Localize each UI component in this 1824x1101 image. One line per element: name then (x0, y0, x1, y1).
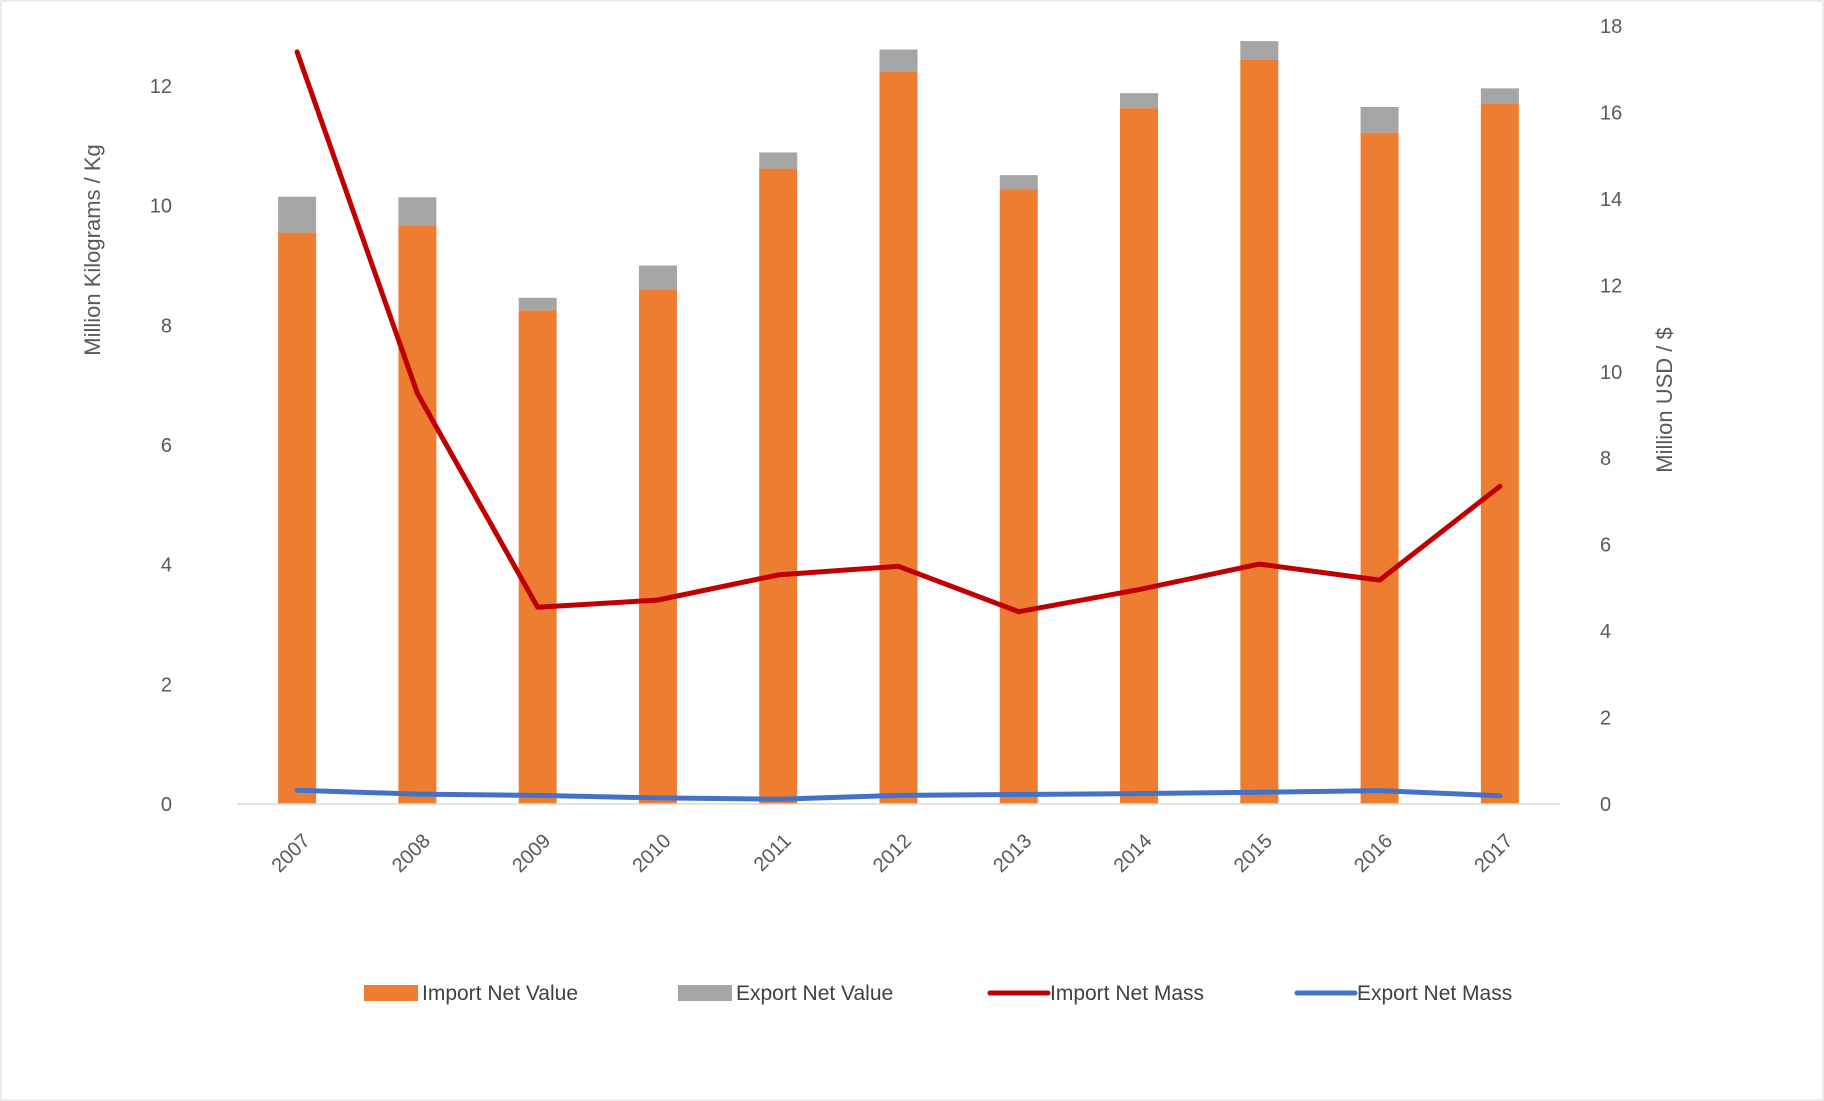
import-net-value-bar-2008 (398, 225, 437, 804)
export-net-value-bar-2017 (1480, 88, 1519, 104)
export-net-value-bar-2012 (879, 49, 918, 72)
left-tick-label: 8 (161, 315, 172, 337)
right-axis-title: Million USD / $ (1652, 327, 1677, 472)
bars-layer (278, 41, 1519, 805)
import-net-value-bar-2017 (1480, 103, 1519, 804)
import-net-value-bar-2010 (638, 290, 677, 804)
import-net-value-bar-2011 (759, 168, 798, 804)
import-net-value-bar-2016 (1360, 132, 1399, 805)
left-axis-ticks: 0 2 4 6 8 10 12 (150, 76, 172, 816)
import-net-value-bar-2015 (1240, 59, 1279, 804)
legend-swatch (364, 985, 418, 1001)
import-net-value-bar-2007 (278, 232, 317, 804)
left-tick-label: 6 (161, 435, 172, 457)
import-net-mass-line (294, 49, 1503, 615)
left-tick-label: 12 (150, 76, 172, 98)
legend-label: Import Net Value (422, 982, 578, 1005)
right-tick-label: 8 (1600, 448, 1611, 470)
right-tick-label: 2 (1600, 708, 1611, 730)
right-axis-ticks: 0 2 4 6 8 10 12 14 16 18 (1600, 16, 1622, 816)
right-tick-label: 0 (1600, 794, 1611, 816)
import-net-value-bar-2013 (999, 189, 1038, 805)
legend: Import Net Value Export Net Value Import N… (364, 982, 1512, 1005)
export-net-value-bar-2009 (518, 297, 557, 311)
right-tick-label: 10 (1600, 362, 1622, 384)
export-net-value-bar-2010 (638, 265, 677, 291)
export-net-value-bar-2013 (999, 175, 1038, 190)
import-net-value-bar-2012 (879, 71, 918, 804)
left-tick-label: 4 (161, 555, 172, 577)
legend-label: Export Net Mass (1357, 982, 1512, 1005)
left-tick-label: 2 (161, 674, 172, 696)
lines-layer (294, 49, 1503, 802)
right-tick-label: 12 (1600, 275, 1622, 297)
export-net-value-bar-2011 (759, 152, 798, 169)
import-net-value-bar-2014 (1120, 108, 1159, 805)
export-net-value-bar-2007 (278, 196, 317, 233)
left-tick-label: 0 (161, 794, 172, 816)
export-net-value-bar-2008 (398, 197, 437, 226)
export-net-value-bar-2015 (1240, 41, 1279, 60)
import-net-value-bar-2009 (518, 310, 557, 804)
legend-label: Import Net Mass (1050, 982, 1204, 1005)
right-tick-label: 4 (1600, 621, 1611, 643)
legend-label: Export Net Value (736, 982, 893, 1005)
export-net-mass-line (294, 787, 1503, 802)
export-net-value-bar-2014 (1120, 93, 1159, 109)
right-tick-label: 18 (1600, 16, 1622, 38)
right-tick-label: 6 (1600, 535, 1611, 557)
right-tick-label: 14 (1600, 189, 1622, 211)
left-axis-title: Million Kilograms / Kg (80, 144, 105, 356)
right-tick-label: 16 (1600, 102, 1622, 124)
legend-swatch (678, 985, 732, 1001)
export-net-value-bar-2016 (1360, 106, 1399, 133)
left-tick-label: 10 (150, 196, 172, 218)
